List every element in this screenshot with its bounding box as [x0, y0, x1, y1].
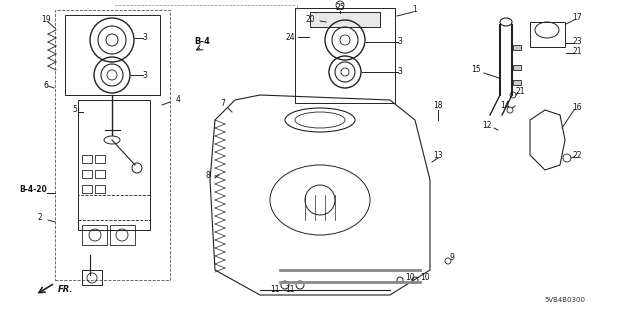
Bar: [82, 170, 92, 178]
Text: 21: 21: [572, 48, 582, 56]
Text: 1: 1: [413, 5, 417, 14]
Bar: [513, 65, 521, 70]
Polygon shape: [210, 95, 430, 295]
Text: 13: 13: [433, 151, 443, 160]
Bar: [95, 155, 105, 163]
Text: 11: 11: [285, 286, 295, 294]
Text: 6: 6: [44, 80, 49, 90]
Text: 18: 18: [433, 100, 443, 109]
Text: 9: 9: [449, 254, 454, 263]
Bar: [65, 15, 160, 95]
Text: 7: 7: [221, 99, 225, 108]
Text: 8: 8: [205, 170, 211, 180]
Text: 5VB4B0300: 5VB4B0300: [545, 297, 586, 303]
Text: 16: 16: [572, 103, 582, 113]
Bar: [82, 270, 102, 285]
Bar: [82, 185, 92, 193]
Bar: [295, 8, 395, 103]
Bar: [82, 155, 92, 163]
Text: FR.: FR.: [58, 286, 74, 294]
Bar: [513, 80, 521, 85]
Text: 21: 21: [515, 87, 525, 97]
Text: 3: 3: [397, 38, 403, 47]
Bar: [78, 195, 150, 220]
Bar: [310, 12, 380, 27]
Bar: [530, 22, 565, 47]
Text: 19: 19: [41, 16, 51, 25]
Text: B-4-20: B-4-20: [19, 186, 47, 195]
Text: 2: 2: [38, 213, 42, 222]
Text: 3: 3: [143, 33, 147, 42]
Bar: [513, 45, 521, 50]
Bar: [78, 100, 150, 230]
Bar: [95, 185, 105, 193]
Text: 15: 15: [471, 65, 481, 75]
Text: 12: 12: [483, 121, 492, 130]
Text: 24: 24: [285, 33, 295, 41]
Text: 3: 3: [397, 68, 403, 77]
Text: 5: 5: [72, 106, 77, 115]
Text: 20: 20: [305, 16, 315, 25]
Bar: [110, 225, 135, 245]
Bar: [55, 10, 170, 280]
Text: 14: 14: [500, 100, 510, 109]
Text: 11: 11: [270, 286, 280, 294]
Text: 22: 22: [572, 151, 582, 160]
Text: 25: 25: [335, 4, 345, 12]
Text: 3: 3: [143, 70, 147, 79]
Text: 10: 10: [405, 273, 415, 283]
Bar: [82, 225, 107, 245]
Text: 23: 23: [572, 38, 582, 47]
Text: B-4: B-4: [194, 38, 210, 47]
Bar: [95, 170, 105, 178]
Polygon shape: [530, 110, 565, 170]
Text: 17: 17: [572, 13, 582, 23]
Text: 10: 10: [420, 273, 430, 283]
Text: 4: 4: [175, 95, 180, 105]
